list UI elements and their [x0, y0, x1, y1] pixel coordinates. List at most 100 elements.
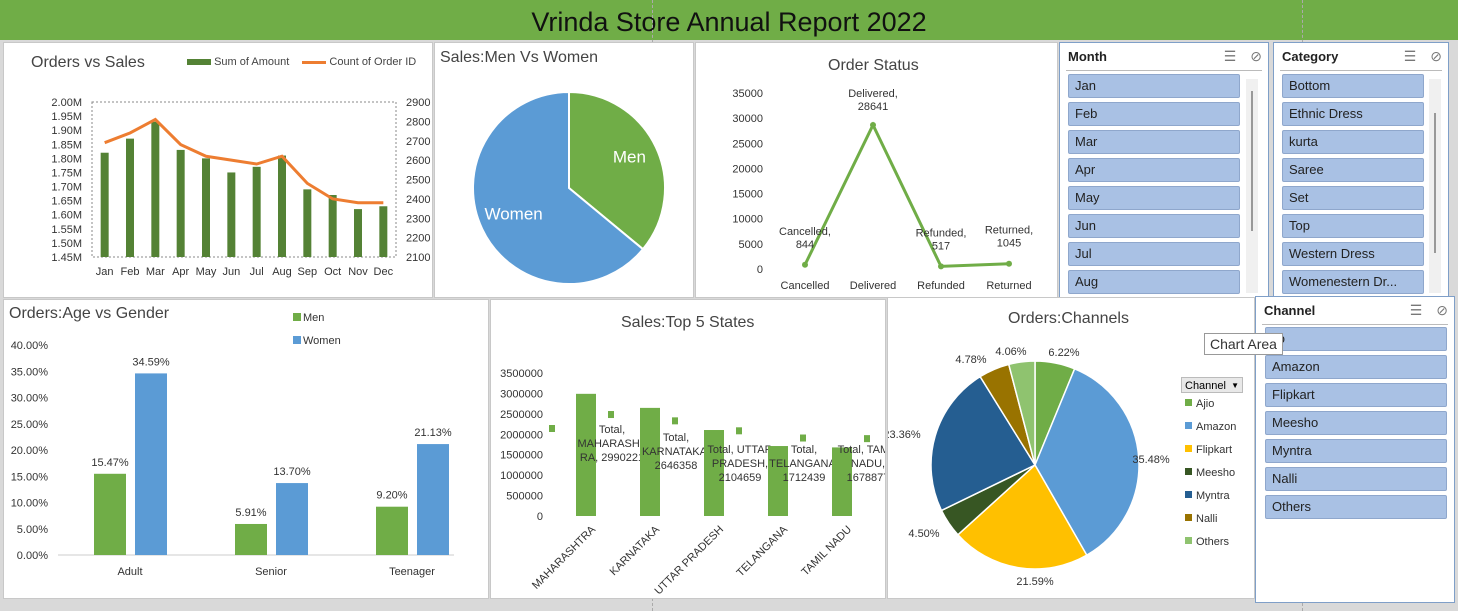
legend-swatch: [1185, 514, 1192, 521]
men-vs-women-chart[interactable]: Sales:Men Vs Women Men Women: [434, 42, 694, 298]
bar: [417, 444, 449, 555]
legend-swatch: [1185, 491, 1192, 498]
slicer-item[interactable]: Others: [1265, 495, 1447, 519]
data-marker: [800, 434, 806, 442]
scrollbar-thumb[interactable]: [1434, 113, 1436, 253]
channels-chart[interactable]: Orders:Channels Channel ▼ 6.22% 35.48% 21.…: [887, 297, 1255, 599]
x-tick-label: Feb: [121, 266, 140, 278]
x-tick-label: Apr: [172, 266, 189, 278]
data-point: [802, 261, 808, 268]
scrollbar[interactable]: [1429, 79, 1441, 293]
x-tick-label: UTTAR PRADESH: [653, 524, 727, 598]
x-tick-label: KARNATAKA: [608, 523, 663, 578]
y-tick-label: 1.50M: [51, 238, 82, 250]
slicer-item[interactable]: Aug: [1068, 270, 1240, 294]
multi-select-icon[interactable]: ☰: [1409, 302, 1423, 318]
y2-tick-label: 2600: [406, 155, 430, 167]
clear-filter-icon[interactable]: ⊘: [1430, 48, 1442, 64]
y-tick-label: 30000: [732, 113, 763, 125]
top-states-chart[interactable]: Sales:Top 5 States 3500000 3000000 2500000…: [490, 299, 886, 599]
legend-swatch: [293, 336, 301, 344]
order-status-chart[interactable]: Order Status 35000 30000 25000 20000 15000 10…: [695, 42, 1058, 298]
slicer-item[interactable]: Ethnic Dress: [1282, 102, 1424, 126]
data-label: 35.48%: [1132, 454, 1170, 466]
category-slicer[interactable]: Category ☰ ⊘ Bottom Ethnic Dress kurta Saree…: [1273, 42, 1449, 298]
slicer-item[interactable]: kurta: [1282, 130, 1424, 154]
slicer-item[interactable]: jio: [1265, 327, 1447, 351]
x-tick-label: Jan: [96, 266, 114, 278]
x-tick-label: Senior: [255, 566, 287, 578]
slicer-title: Month: [1068, 49, 1107, 64]
slicer-item[interactable]: Saree: [1282, 158, 1424, 182]
pie-slice: [956, 463, 1088, 570]
slicer-item[interactable]: Jun: [1068, 214, 1240, 238]
orders-vs-sales-chart[interactable]: Orders vs Sales Sum of Amount Count of O…: [3, 42, 433, 298]
channel-slicer[interactable]: Channel ☰ ⊘ jio Amazon Flipkart Meesho Myntra…: [1255, 296, 1455, 603]
slicer-item[interactable]: Feb: [1068, 102, 1240, 126]
chart-area-tooltip: Chart Area: [1204, 333, 1283, 355]
data-label: 4.06%: [995, 346, 1026, 358]
data-label: Returned, 1045: [985, 225, 1033, 250]
slicer-item[interactable]: Meesho: [1265, 411, 1447, 435]
slicer-item[interactable]: Womenestern Dr...: [1282, 270, 1424, 294]
data-label: 23.36%: [888, 429, 921, 441]
chart-title: Sales:Men Vs Women: [440, 49, 598, 66]
channel-filter-button[interactable]: Channel ▼: [1181, 377, 1243, 393]
slicer-item[interactable]: Top: [1282, 214, 1424, 238]
chart-title: Orders vs Sales: [31, 54, 145, 71]
slicer-item[interactable]: Set: [1282, 186, 1424, 210]
chart-title: Order Status: [828, 57, 919, 74]
y-tick-label: 20000: [732, 163, 763, 175]
slicer-item[interactable]: Nalli: [1265, 467, 1447, 491]
pie-slice: [1034, 367, 1140, 557]
slicer-item[interactable]: May: [1068, 186, 1240, 210]
x-tick-label: Adult: [117, 566, 142, 578]
y-tick-label: 500000: [506, 491, 543, 503]
y-tick-label: 5000: [739, 239, 763, 251]
slicer-item[interactable]: Apr: [1068, 158, 1240, 182]
clear-filter-icon[interactable]: ⊘: [1436, 302, 1448, 318]
slicer-item[interactable]: Bottom: [1282, 74, 1424, 98]
y-tick-label: 0: [757, 264, 763, 276]
data-point: [1006, 260, 1012, 267]
legend: Sum of Amount Count of Order ID: [187, 56, 416, 68]
slicer-item[interactable]: Flipkart: [1265, 383, 1447, 407]
x-tick-label: May: [196, 266, 217, 278]
x-tick-label: TELANGANA: [735, 523, 791, 579]
x-tick-label: Refunded: [917, 280, 965, 292]
data-label: 4.78%: [955, 354, 986, 366]
data-label: 21.13%: [414, 427, 452, 439]
age-gender-chart[interactable]: Orders:Age vs Gender 40.00% 35.00% 30.00% 2…: [3, 299, 489, 599]
bar: [126, 138, 134, 257]
slicer-item[interactable]: Jul: [1068, 242, 1240, 266]
order-status-plot: 35000 30000 25000 20000 15000 10000 5000 0 Cance…: [732, 88, 1033, 292]
slicer-item[interactable]: Western Dress: [1282, 242, 1424, 266]
y-tick-label: 0: [537, 511, 543, 523]
y-tick-label: 1.80M: [51, 153, 82, 165]
bar: [328, 195, 337, 257]
clear-filter-icon[interactable]: ⊘: [1250, 48, 1262, 64]
legend-swatch: [1185, 537, 1192, 544]
scrollbar-thumb[interactable]: [1251, 91, 1253, 231]
slicer-item[interactable]: Mar: [1068, 130, 1240, 154]
x-tick-label: Mar: [146, 266, 165, 278]
y2-tick-label: 2700: [406, 136, 430, 148]
slicer-item[interactable]: Jan: [1068, 74, 1240, 98]
data-marker: [672, 417, 678, 425]
pie-slice: [472, 90, 645, 285]
data-label: Total, UTTAR PRADESH, 2104659: [707, 444, 772, 484]
slicer-item[interactable]: Myntra: [1265, 439, 1447, 463]
legend-label: Myntra: [1196, 490, 1231, 502]
multi-select-icon[interactable]: ☰: [1223, 48, 1237, 64]
x-tick-label: MAHARASHTRA: [530, 523, 599, 592]
pie-slice: [930, 375, 1037, 512]
slicer-item[interactable]: Amazon: [1265, 355, 1447, 379]
y-tick-label: 1.70M: [51, 182, 82, 194]
multi-select-icon[interactable]: ☰: [1403, 48, 1417, 64]
month-slicer[interactable]: Month ☰ ⊘ Jan Feb Mar Apr May Jun Jul Aug: [1059, 42, 1269, 298]
age-gender-plot: 40.00% 35.00% 30.00% 25.00% 20.00% 15.00% 10.0…: [11, 312, 454, 578]
data-label: 15.47%: [91, 457, 129, 469]
data-label: 21.59%: [1016, 576, 1054, 588]
y-tick-label: 1.45M: [51, 252, 82, 264]
scrollbar[interactable]: [1246, 79, 1258, 293]
